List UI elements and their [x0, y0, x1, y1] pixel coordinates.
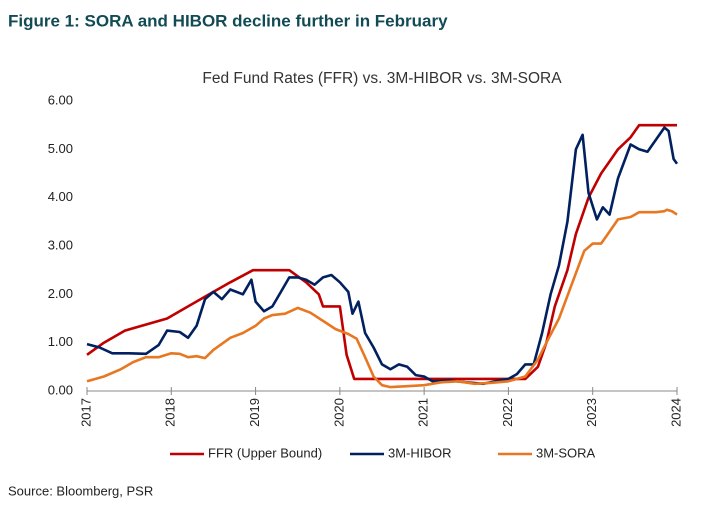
y-tick-label: 3.00	[48, 237, 73, 252]
x-tick-label: 2017	[78, 398, 93, 427]
legend-label: 3M-SORA	[536, 445, 596, 460]
y-tick-label: 6.00	[48, 92, 73, 107]
x-tick-label: 2020	[331, 398, 346, 427]
legend-label: 3M-HIBOR	[388, 445, 452, 460]
y-tick-label: 2.00	[48, 286, 73, 301]
y-tick-label: 0.00	[48, 382, 73, 397]
figure-title: Figure 1: SORA and HIBOR decline further…	[8, 11, 448, 30]
y-tick-label: 4.00	[48, 189, 73, 204]
y-tick-label: 5.00	[48, 141, 73, 156]
x-tick-label: 2021	[416, 398, 431, 427]
y-tick-label: 1.00	[48, 334, 73, 349]
x-tick-label: 2019	[247, 398, 262, 427]
series-line	[86, 208, 678, 389]
x-tick-label: 2024	[668, 398, 683, 427]
x-tick-label: 2018	[163, 398, 178, 427]
x-tick-label: 2023	[584, 398, 599, 427]
series-line	[86, 123, 677, 381]
series-line	[86, 126, 679, 386]
chart-title: Fed Fund Rates (FFR) vs. 3M-HIBOR vs. 3M…	[202, 70, 562, 87]
x-tick-label: 2022	[500, 398, 515, 427]
source: Source: Bloomberg, PSR	[8, 483, 153, 498]
legend-label: FFR (Upper Bound)	[208, 445, 322, 460]
